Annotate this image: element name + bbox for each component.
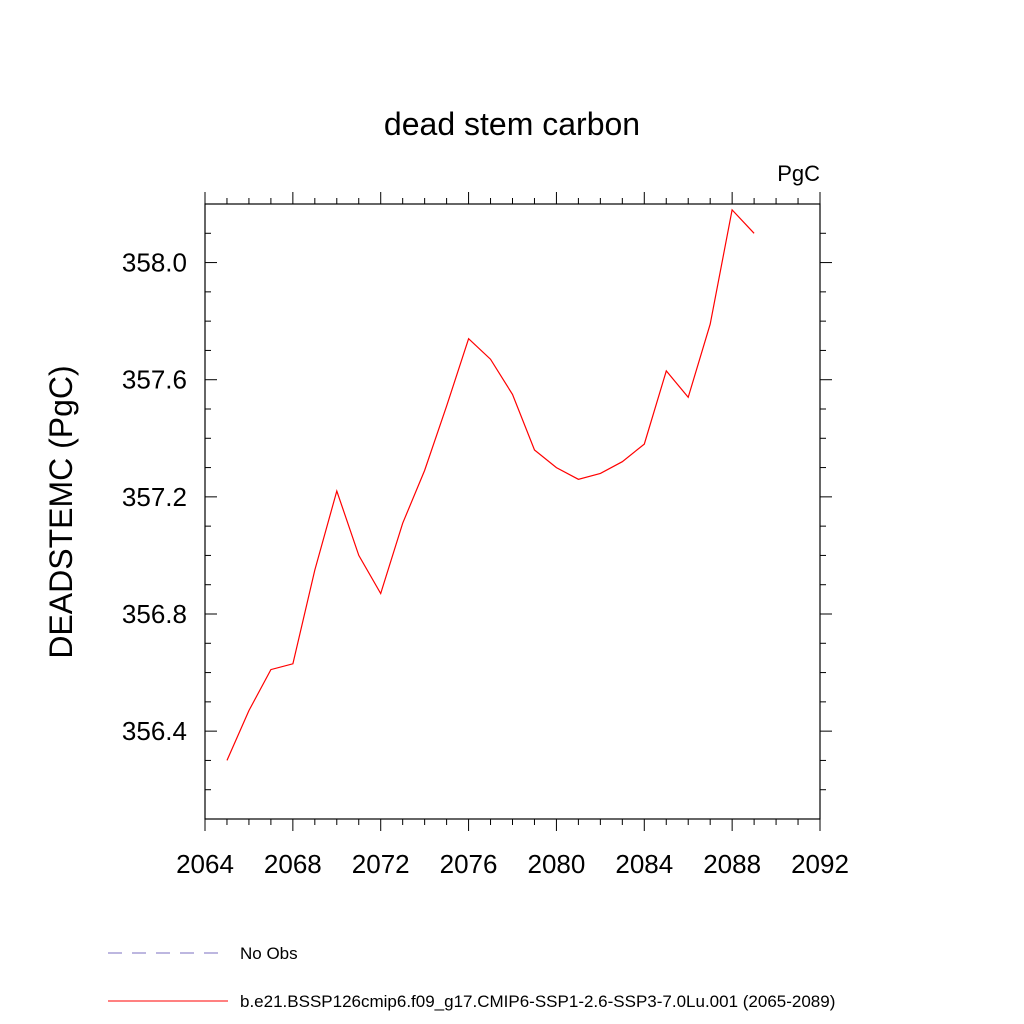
- legend-label: b.e21.BSSP126cmip6.f09_g17.CMIP6-SSP1-2.…: [240, 992, 835, 1011]
- units-label: PgC: [777, 161, 820, 186]
- legend: No Obs b.e21.BSSP126cmip6.f09_g17.CMIP6-S…: [108, 944, 835, 1011]
- y-tick-label: 357.6: [122, 365, 187, 395]
- x-tick-label: 2088: [703, 849, 761, 879]
- x-tick-label: 2080: [528, 849, 586, 879]
- y-tick-label: 356.8: [122, 599, 187, 629]
- axis-ticks: [204, 192, 832, 831]
- chart-title: dead stem carbon: [384, 106, 640, 142]
- x-tick-label: 2076: [440, 849, 498, 879]
- tick-labels: 2064 2068 2072 2076 2080 2084 2088 2092 356.4 356…: [122, 248, 849, 879]
- y-tick-label: 358.0: [122, 248, 187, 278]
- plot-frame: [204, 203, 821, 820]
- y-tick-label: 356.4: [122, 716, 187, 746]
- x-tick-label: 2084: [615, 849, 673, 879]
- series-line: [226, 208, 755, 761]
- y-tick-label: 357.2: [122, 482, 187, 512]
- x-tick-label: 2092: [791, 849, 849, 879]
- y-axis-label: DEADSTEMC (PgC): [43, 365, 79, 658]
- x-tick-label: 2068: [264, 849, 322, 879]
- x-tick-label: 2064: [176, 849, 234, 879]
- series-lines: [226, 208, 755, 761]
- x-tick-label: 2072: [352, 849, 410, 879]
- legend-label: No Obs: [240, 944, 298, 963]
